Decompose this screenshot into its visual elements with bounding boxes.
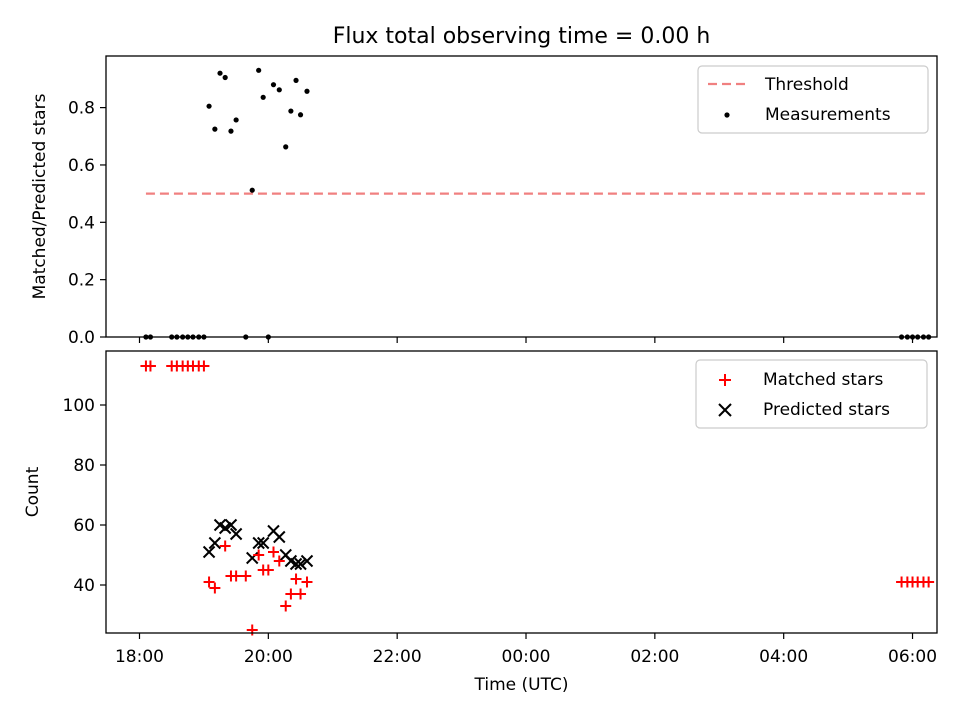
bottom-plot-frame	[105, 350, 938, 634]
chart-title: Flux total observing time = 0.00 h	[333, 24, 711, 49]
bottom-yticks: 40 60 80 100	[63, 396, 106, 596]
predicted-star-point	[224, 518, 238, 532]
matched-star-point	[246, 624, 258, 636]
top-ylabel: Matched/Predicted stars	[30, 93, 50, 299]
x-tick-label: 06:00	[888, 647, 937, 667]
predicted-star-point	[208, 536, 222, 550]
measurement-point	[222, 74, 228, 81]
predicted-star-point	[294, 557, 307, 571]
predicted-star-point	[229, 527, 243, 541]
measurement-point	[288, 108, 294, 114]
bottom-ytick-label: 100	[63, 396, 95, 416]
bottom-legend: Matched stars Predicted stars	[695, 359, 928, 429]
bottom-ytick-label: 40	[73, 576, 95, 596]
legend-matched-label: Matched stars	[763, 370, 883, 390]
predicted-star-point	[273, 530, 286, 544]
x-tick-label: 22:00	[373, 647, 422, 667]
legend-measurements-swatch	[724, 112, 730, 118]
predicted-star-point	[218, 521, 232, 535]
top-ytick-label: 0.0	[68, 328, 95, 348]
predicted-star-points	[202, 518, 314, 571]
measurement-point	[228, 128, 234, 134]
x-axis-label: Time (UTC)	[474, 675, 569, 695]
measurement-point	[217, 70, 223, 76]
x-tick-label: 02:00	[630, 647, 679, 667]
measurement-points	[143, 67, 932, 340]
measurement-point	[283, 144, 289, 150]
matched-star-point	[301, 576, 313, 588]
measurement-point	[304, 88, 310, 94]
top-xticks	[138, 337, 914, 343]
top-yticks: 0.0 0.2 0.4 0.6 0.8	[68, 99, 106, 348]
predicted-star-point	[202, 545, 216, 559]
legend-threshold-label: Threshold	[764, 75, 849, 95]
matched-star-point	[295, 588, 307, 600]
top-ytick-label: 0.8	[68, 99, 95, 119]
top-ytick-label: 0.4	[68, 213, 95, 233]
matched-star-point	[262, 564, 274, 576]
top-plot-frame	[105, 55, 938, 338]
x-tick-label: 18:00	[115, 647, 164, 667]
matched-star-point	[273, 555, 285, 567]
matched-star-point	[144, 360, 156, 372]
bottom-legend-box	[695, 359, 928, 429]
predicted-star-point	[256, 536, 270, 550]
legend-predicted-swatch	[718, 403, 732, 417]
measurement-point	[270, 82, 277, 88]
predicted-star-point	[289, 557, 303, 571]
legend-measurements-label: Measurements	[765, 105, 891, 125]
x-tick-label: 00:00	[502, 647, 551, 667]
measurement-point	[206, 103, 212, 109]
predicted-star-point	[300, 554, 314, 568]
measurement-point	[256, 67, 262, 73]
top-legend: Threshold Measurements	[697, 65, 929, 134]
measurement-point	[293, 77, 299, 83]
top-ytick-label: 0.2	[68, 271, 95, 291]
matched-star-point	[198, 360, 210, 372]
x-tick-label: 04:00	[759, 647, 808, 667]
matched-star-point	[203, 576, 215, 588]
matched-star-point	[923, 576, 935, 588]
bottom-ytick-label: 60	[73, 516, 95, 536]
top-legend-box	[697, 65, 929, 134]
matched-star-point	[267, 546, 279, 558]
measurement-point	[276, 87, 282, 93]
measurement-point	[260, 94, 266, 100]
legend-matched-swatch	[719, 374, 731, 386]
matched-star-point	[219, 540, 231, 552]
matched-star-point	[285, 588, 297, 600]
bottom-ylabel: Count	[23, 466, 43, 517]
measurement-point	[297, 112, 304, 118]
x-tick-label: 20:00	[244, 647, 293, 667]
matched-star-point	[253, 549, 265, 561]
matched-star-point	[240, 570, 252, 582]
legend-predicted-label: Predicted stars	[763, 400, 890, 420]
matched-star-points	[140, 360, 935, 636]
top-ytick-label: 0.6	[68, 156, 95, 176]
top-panel: 0.00.20.40.60.8 Matched/Predicted stars …	[30, 55, 938, 348]
measurement-point	[233, 117, 239, 123]
matched-star-point	[209, 582, 221, 594]
bottom-xticks: 18:00 20:00 22:00 00:00 02:00 04:00 06:00	[115, 633, 937, 667]
bottom-panel: 40 60 80 100 18:00 20:00 22:00 00:00 02:00 04:00…	[23, 350, 938, 695]
bottom-ytick-label: 80	[73, 456, 95, 476]
predicted-star-point	[252, 536, 265, 550]
matched-star-point	[290, 573, 302, 585]
measurement-point	[212, 126, 218, 132]
matched-star-point	[280, 600, 292, 612]
measurement-point	[249, 187, 255, 193]
matched-star-point	[230, 570, 242, 582]
